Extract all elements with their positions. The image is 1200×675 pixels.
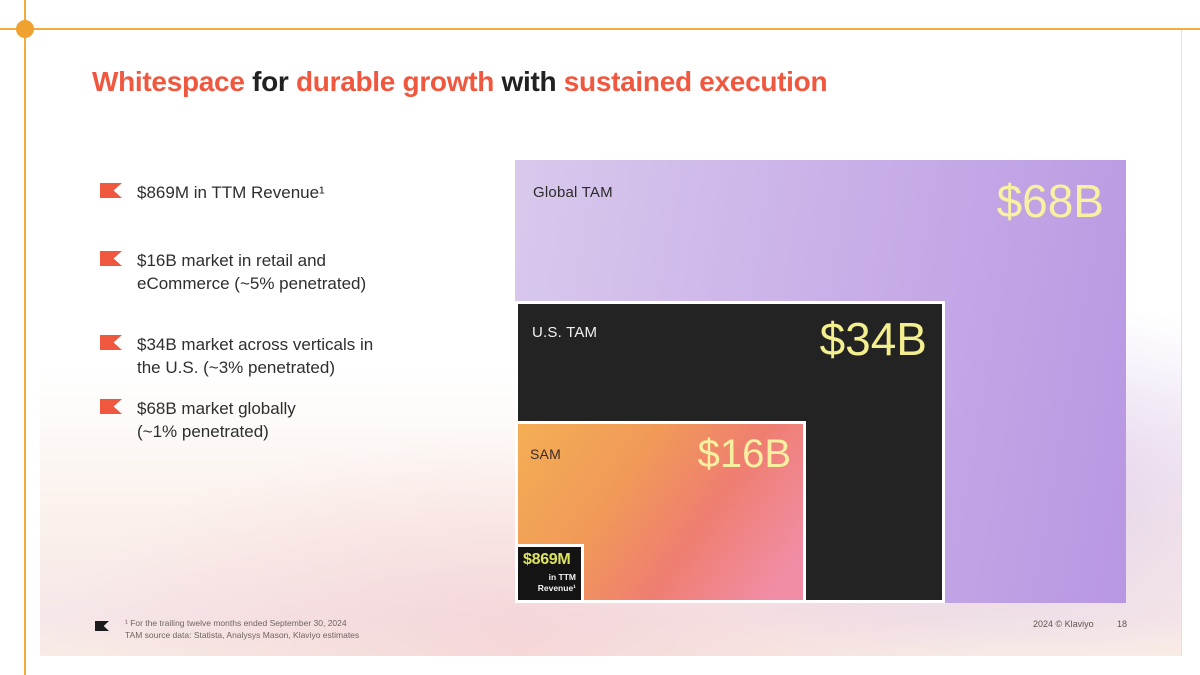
us-tam-value: $34B <box>819 313 927 365</box>
sam-box: SAM $16B <box>515 421 806 603</box>
bullet-ttm-revenue: $869M in TTM Revenue¹ <box>100 181 470 204</box>
bullet-text-line: $68B market globally <box>137 399 296 418</box>
ttm-revenue-value: $869M <box>523 551 571 568</box>
sam-label: SAM <box>530 446 561 462</box>
global-tam-label: Global TAM <box>533 184 613 201</box>
klaviyo-flag-icon <box>100 183 122 198</box>
amber-vertical-guide-line <box>24 0 26 675</box>
ttm-revenue-box: $869M in TTM Revenue¹ <box>515 544 584 603</box>
amber-horizontal-guide-line <box>0 28 1200 30</box>
copyright-text: 2024 © Klaviyo <box>1033 619 1094 629</box>
ttm-revenue-sub-line: in TTM <box>548 572 576 582</box>
klaviyo-flag-icon <box>95 621 109 631</box>
bullet-text-line: $869M in TTM Revenue¹ <box>137 183 325 202</box>
title-segment: with <box>494 66 564 97</box>
ttm-revenue-sublabel: in TTM Revenue¹ <box>538 572 576 594</box>
klaviyo-flag-icon <box>100 399 122 414</box>
klaviyo-flag-icon <box>100 251 122 266</box>
bullet-text-line: the U.S. (~3% penetrated) <box>137 358 335 377</box>
klaviyo-flag-icon <box>100 335 122 350</box>
bullet-text-line: eCommerce (~5% penetrated) <box>137 274 367 293</box>
footnote-line: TAM source data: Statista, Analysys Maso… <box>125 630 360 640</box>
bullet-global-market: $68B market globally (~1% penetrated) <box>100 397 470 443</box>
title-segment: durable growth <box>296 66 495 97</box>
bullet-text-line: $34B market across verticals in <box>137 335 374 354</box>
footnote: ¹ For the trailing twelve months ended S… <box>125 617 359 641</box>
page-title: Whitespace for durable growth with susta… <box>92 66 1092 98</box>
sam-value: $16B <box>697 432 791 476</box>
page-number: 18 <box>1117 619 1128 629</box>
footnote-line: ¹ For the trailing twelve months ended S… <box>125 618 347 628</box>
bullet-sam-market: $16B market in retail and eCommerce (~5%… <box>100 249 470 295</box>
title-segment: Whitespace <box>92 66 245 97</box>
amber-dot <box>16 20 34 38</box>
global-tam-value: $68B <box>996 175 1104 227</box>
bullet-text-line: (~1% penetrated) <box>137 422 269 441</box>
bullet-us-tam-market: $34B market across verticals in the U.S.… <box>100 333 470 379</box>
us-tam-label: U.S. TAM <box>532 324 598 341</box>
ttm-revenue-sub-line: Revenue¹ <box>537 583 576 593</box>
bullet-text-line: $16B market in retail and <box>137 251 326 270</box>
title-segment: sustained execution <box>563 66 828 97</box>
title-segment: for <box>244 66 296 97</box>
